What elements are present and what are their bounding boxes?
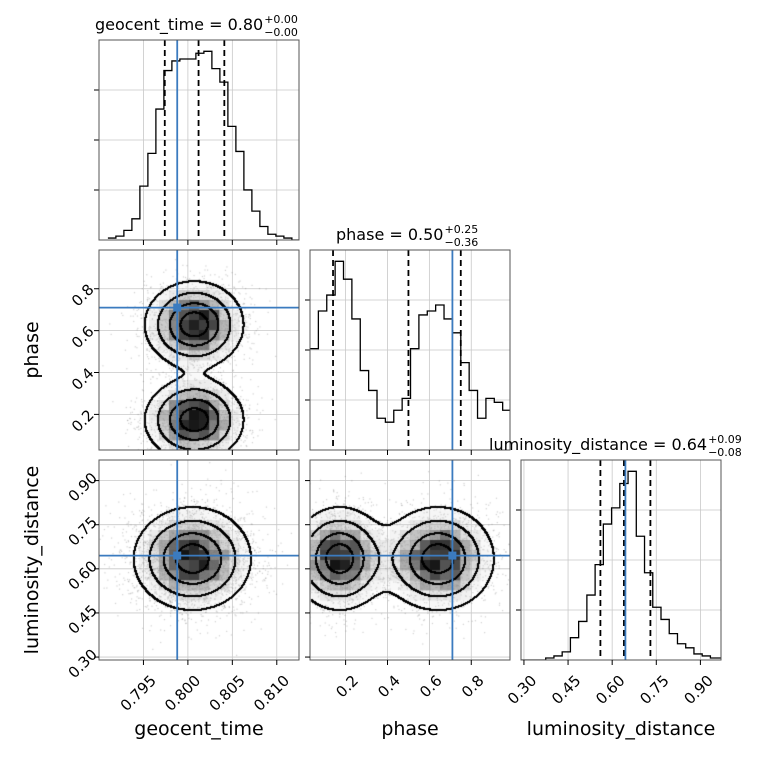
x-tick-label: 0.795	[117, 672, 160, 715]
x-tick-label: 0.75	[636, 672, 672, 708]
title-minus: −0.36	[444, 236, 478, 249]
hist-panel-luminosity_distance: luminosity_distance = 0.64 +0.09−0.08	[489, 433, 742, 665]
title-minus: −0.00	[264, 26, 298, 39]
title-main: luminosity_distance = 0.64	[489, 435, 707, 455]
y-tick-label: 0.4	[68, 364, 98, 394]
x-tick-label: 0.2	[332, 672, 362, 702]
y-tick-label: 0.75	[65, 513, 101, 549]
x-tick-label: 0.810	[250, 672, 293, 715]
x-tick-label: 0.4	[374, 672, 404, 702]
histogram-geocent_time	[108, 51, 300, 240]
joint-panel-geocent_time-luminosity_distance	[94, 460, 299, 665]
panel-title-phase: phase = 0.50 +0.25−0.36	[336, 223, 478, 249]
y-tick-label: 0.8	[68, 280, 98, 310]
hist-panel-geocent_time: geocent_time = 0.80 +0.00−0.00	[94, 13, 300, 245]
title-minus: −0.08	[708, 446, 742, 459]
joint-panel-geocent_time-phase	[94, 250, 299, 455]
x-tick-label: 0.45	[548, 672, 584, 708]
x-tick-label: 0.60	[592, 672, 628, 708]
injection-marker	[173, 304, 181, 312]
x-tick-label: 0.8	[458, 672, 488, 702]
histogram-luminosity_distance	[521, 471, 721, 660]
y-axis-label-luminosity_distance: luminosity_distance	[21, 466, 43, 655]
density-image	[310, 460, 510, 660]
title-plus: +0.00	[264, 13, 298, 26]
x-axis-label-luminosity_distance: luminosity_distance	[527, 718, 716, 740]
density-image	[99, 250, 299, 450]
x-tick-label: 0.90	[680, 672, 716, 708]
injection-marker	[173, 552, 181, 560]
panel-title-luminosity_distance: luminosity_distance = 0.64 +0.09−0.08	[489, 433, 742, 459]
x-tick-label: 0.800	[161, 672, 204, 715]
x-axis-label-geocent_time: geocent_time	[134, 718, 263, 740]
x-tick-label: 0.6	[416, 672, 446, 702]
joint-panel-phase-luminosity_distance	[305, 460, 510, 665]
injection-marker	[448, 552, 456, 560]
y-tick-label: 0.90	[65, 469, 101, 505]
x-tick-label: 0.805	[206, 672, 249, 715]
y-axis-label-phase: phase	[21, 321, 43, 378]
panels-layer: geocent_time = 0.80 +0.00−0.00 phase = 0.5…	[21, 13, 742, 740]
x-axis-label-phase: phase	[381, 718, 438, 740]
title-main: geocent_time = 0.80	[95, 15, 263, 35]
y-tick-label: 0.2	[68, 406, 98, 436]
density-image	[99, 460, 299, 660]
y-tick-label: 0.45	[65, 601, 101, 637]
y-tick-label: 0.30	[65, 645, 101, 681]
histogram-phase	[310, 261, 510, 422]
y-tick-label: 0.60	[65, 557, 101, 593]
panel-title-geocent_time: geocent_time = 0.80 +0.00−0.00	[95, 13, 298, 39]
title-main: phase = 0.50	[336, 225, 443, 244]
y-tick-label: 0.6	[68, 322, 98, 352]
title-plus: +0.09	[708, 433, 742, 446]
hist-panel-phase: phase = 0.50 +0.25−0.36	[305, 223, 510, 455]
x-tick-label: 0.30	[504, 672, 540, 708]
title-plus: +0.25	[444, 223, 478, 236]
